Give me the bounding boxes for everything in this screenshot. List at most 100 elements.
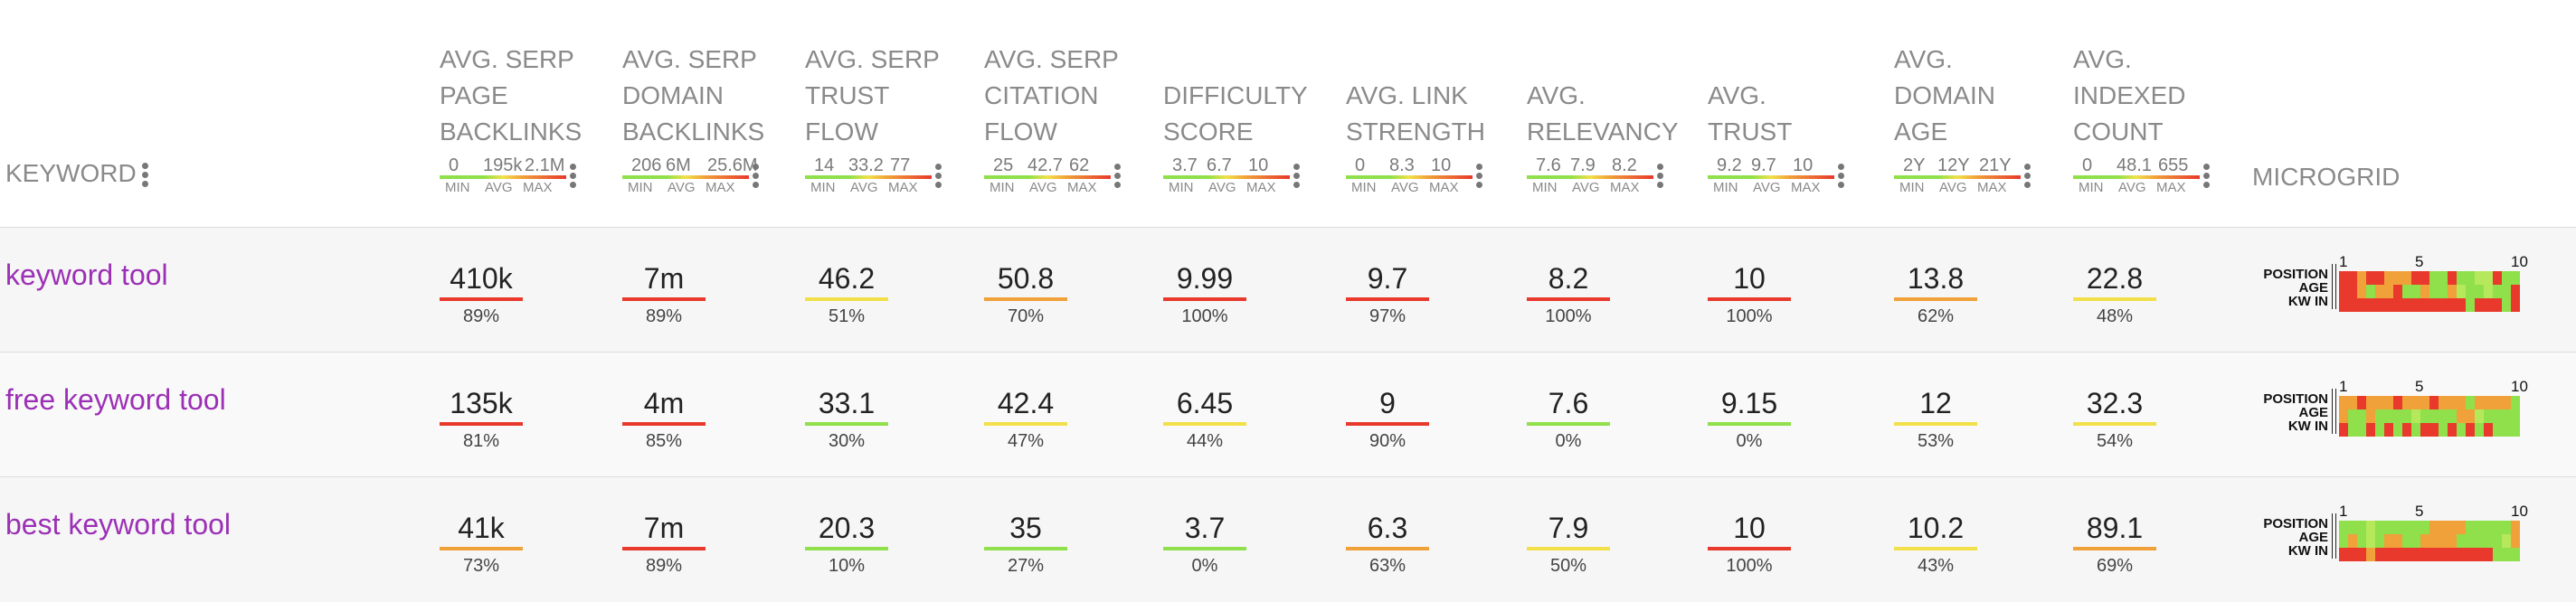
microgrid-cell: [2402, 548, 2411, 561]
range-labels: MIN AVG MAX: [1527, 180, 1653, 195]
column-menu-icon[interactable]: [1657, 161, 1663, 191]
column-menu-icon[interactable]: [1293, 161, 1300, 191]
metric-percent: 0%: [1191, 556, 1218, 576]
table-header: KEYWORD AVG. SERP PAGE BACKLINKS 0 195k 2.1M M…: [0, 0, 2576, 227]
max-label: MAX: [1791, 180, 1821, 195]
metric-percent: 63%: [1368, 556, 1406, 576]
range-summary: 7.6 7.9 8.2 MIN AVG MAX: [1527, 155, 1653, 195]
column-menu-icon[interactable]: [570, 161, 576, 191]
column-menu-icon[interactable]: [2024, 161, 2031, 191]
column-menu-icon[interactable]: [2203, 161, 2210, 191]
metric-score-underline: [622, 297, 706, 301]
metric-cell: 6.45 44%: [1163, 386, 1246, 452]
keyword-link[interactable]: free keyword tool: [5, 383, 226, 416]
microgrid-cell: [2402, 409, 2411, 423]
microgrid-cell: [2339, 396, 2348, 409]
column-header-1[interactable]: AVG. SERP DOMAIN BACKLINKS: [622, 42, 764, 150]
metric-cell: 135k 81%: [440, 386, 523, 452]
microgrid-header-label: MICROGRID: [2252, 163, 2401, 191]
max-label: MAX: [2156, 180, 2186, 195]
microgrid-cell: [2393, 298, 2402, 312]
microgrid-cell: [2457, 548, 2466, 561]
column-menu-icon[interactable]: [935, 161, 942, 191]
column-menu-icon[interactable]: [1476, 161, 1482, 191]
keyword-link[interactable]: keyword tool: [5, 259, 168, 291]
microgrid-cell: [2411, 548, 2420, 561]
metric-percent: 97%: [1368, 306, 1406, 326]
microgrid-cell: [2439, 285, 2448, 298]
microgrid-row-label: KW IN: [2287, 294, 2328, 309]
metric-score-underline: [622, 422, 706, 426]
column-title-line: AVG. SERP: [805, 45, 940, 73]
microgrid-cell: [2475, 423, 2484, 437]
metric-cell: 35 27%: [984, 511, 1067, 577]
microgrid-cell: [2393, 271, 2402, 285]
microgrid-cell: [2393, 285, 2402, 298]
column-header-0[interactable]: AVG. SERP PAGE BACKLINKS: [440, 42, 582, 150]
microgrid-cell: [2484, 298, 2493, 312]
min-label: MIN: [2079, 180, 2104, 195]
microgrid-cell: [2402, 271, 2411, 285]
range-avg-value: 42.7: [1028, 155, 1063, 175]
keyword-column-header[interactable]: KEYWORD: [5, 159, 149, 190]
microgrid-cell: [2420, 534, 2429, 548]
microgrid-cell: [2339, 298, 2348, 312]
metric-score-underline: [984, 547, 1067, 550]
column-title-line: COUNT: [2073, 118, 2164, 146]
microgrid-cell: [2366, 534, 2375, 548]
metric-score-underline: [984, 422, 1067, 426]
range-summary: 206 6M 25.6M MIN AVG MAX: [622, 155, 758, 195]
column-menu-icon[interactable]: [1838, 161, 1844, 191]
microgrid-cell: [2411, 423, 2420, 437]
range-max-value: 10: [1431, 155, 1452, 175]
column-menu-icon[interactable]: [1114, 161, 1121, 191]
metric-score-underline: [1346, 547, 1429, 550]
range-summary: 9.2 9.7 10 MIN AVG MAX: [1708, 155, 1834, 195]
column-header-8[interactable]: AVG. DOMAIN AGE: [1894, 42, 1995, 150]
microgrid-row-labels: POSITION AGE KW IN: [2252, 268, 2328, 308]
max-label: MAX: [706, 180, 735, 195]
column-header-2[interactable]: AVG. SERP TRUST FLOW: [805, 42, 940, 150]
microgrid-cell: [2357, 534, 2366, 548]
column-header-9[interactable]: AVG. INDEXED COUNT: [2073, 42, 2185, 150]
column-menu-icon[interactable]: [141, 160, 149, 190]
metric-cell: 9.15 0%: [1708, 386, 1791, 452]
column-title-line: AVG.: [1527, 81, 1586, 109]
metric-value: 41k: [458, 512, 505, 544]
column-menu-icon[interactable]: [753, 161, 759, 191]
microgrid-cell: [2357, 548, 2366, 561]
microgrid-cell: [2493, 423, 2502, 437]
microgrid-cell: [2411, 298, 2420, 312]
microgrid-cell: [2439, 271, 2448, 285]
table-row: keyword tool 410k 89% 7m 89% 46.2 51% 50.8 70% 9.…: [0, 227, 2576, 353]
metric-value: 20.3: [818, 512, 876, 544]
column-header-4[interactable]: DIFFICULTY SCORE: [1163, 78, 1308, 150]
column-header-7[interactable]: AVG. TRUST: [1708, 78, 1792, 150]
column-header-5[interactable]: AVG. LINK STRENGTH: [1346, 78, 1485, 150]
metric-score-underline: [2073, 547, 2156, 550]
metric-value: 35: [1009, 512, 1042, 544]
keyword-link[interactable]: best keyword tool: [5, 508, 232, 541]
microgrid-cell: [2484, 271, 2493, 285]
microgrid-cell: [2484, 423, 2493, 437]
column-header-6[interactable]: AVG. RELEVANCY: [1527, 78, 1679, 150]
microgrid-cell: [2475, 409, 2484, 423]
metric-percent: 85%: [645, 431, 683, 451]
metric-percent: 53%: [1917, 431, 1955, 451]
metric-cell: 7m 89%: [622, 261, 706, 327]
column-title-line: BACKLINKS: [622, 118, 765, 146]
metric-score-underline: [2073, 422, 2156, 426]
avg-label: AVG: [1939, 180, 1967, 195]
range-summary: 3.7 6.7 10 MIN AVG MAX: [1163, 155, 1290, 195]
metric-score-underline: [1346, 422, 1429, 426]
range-values: 7.6 7.9 8.2: [1527, 155, 1653, 175]
microgrid-cell: [2511, 271, 2520, 285]
microgrid-cell: [2339, 521, 2348, 534]
metric-value: 9.99: [1176, 262, 1234, 295]
metric-percent: 0%: [1736, 431, 1763, 451]
microgrid-cell: [2384, 548, 2393, 561]
microgrid-cell: [2429, 423, 2439, 437]
avg-label: AVG: [850, 180, 878, 195]
metric-value: 89.1: [2086, 512, 2144, 544]
column-header-3[interactable]: AVG. SERP CITATION FLOW: [984, 42, 1119, 150]
